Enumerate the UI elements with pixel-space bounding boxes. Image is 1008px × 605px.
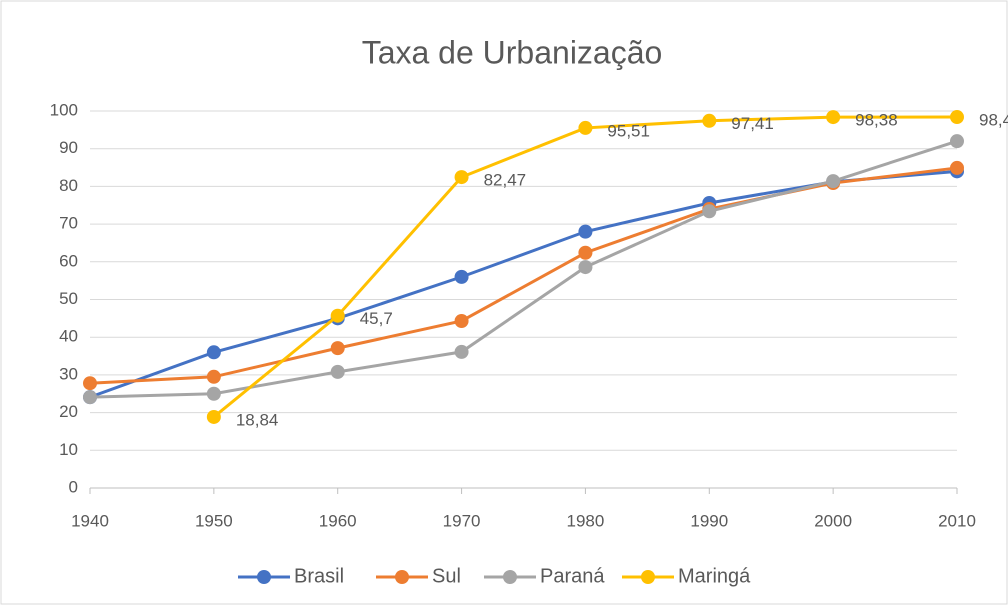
legend-label: Sul [432, 565, 461, 587]
point [578, 120, 593, 135]
x-tick-label: 1940 [71, 511, 109, 530]
point [454, 313, 469, 328]
data-label: 18,84 [236, 410, 279, 429]
point [578, 224, 593, 239]
series-line [89, 139, 958, 399]
point [950, 110, 964, 125]
point [206, 345, 221, 360]
data-label: 98,38 [855, 111, 898, 130]
y-tick-label: 10 [59, 440, 78, 459]
point [83, 376, 97, 391]
y-tick-label: 20 [59, 402, 78, 421]
y-tick-label: 50 [59, 289, 78, 308]
point [206, 369, 221, 384]
point [578, 245, 593, 260]
x-tick-label: 1970 [443, 511, 481, 530]
y-tick-label: 40 [59, 327, 78, 346]
legend-marker [503, 570, 517, 584]
point [454, 269, 469, 284]
point [950, 134, 964, 149]
data-label: 45,7 [360, 309, 393, 328]
data-label: 82,47 [484, 171, 527, 190]
y-tick-label: 30 [59, 364, 78, 383]
legend-item: Brasil [238, 565, 344, 587]
x-tick-label: 2000 [814, 511, 852, 530]
legend-item: Maringá [622, 565, 751, 587]
y-tick-label: 70 [59, 214, 78, 233]
x-tick-label: 1980 [567, 511, 605, 530]
legend-label: Maringá [678, 565, 751, 587]
chart-title: Taxa de Urbanização [362, 34, 663, 70]
y-tick-label: 0 [69, 477, 78, 496]
y-tick-label: 90 [59, 138, 78, 157]
point [83, 390, 97, 405]
x-tick-label: 2010 [938, 511, 976, 530]
point [826, 174, 841, 189]
data-label: 97,41 [731, 114, 774, 133]
point [206, 409, 221, 424]
legend-marker [257, 570, 271, 584]
point [454, 344, 469, 359]
point [330, 341, 345, 356]
x-tick-label: 1990 [690, 511, 728, 530]
point [330, 364, 345, 379]
legend-marker [395, 570, 409, 584]
data-label: 95,51 [607, 121, 650, 140]
point [206, 386, 221, 401]
point [702, 204, 717, 219]
y-tick-label: 60 [59, 251, 78, 270]
legend-item: Paraná [484, 565, 605, 587]
point [454, 170, 469, 185]
x-tick-label: 1960 [319, 511, 357, 530]
legend-label: Paraná [540, 565, 605, 587]
point [578, 260, 593, 275]
data-label: 98,4 [979, 111, 1008, 130]
point [330, 308, 345, 323]
legend-marker [641, 570, 655, 584]
y-tick-label: 80 [59, 176, 78, 195]
y-tick-label: 100 [50, 100, 78, 119]
point [826, 110, 841, 125]
legend-item: Sul [376, 565, 461, 587]
point [702, 113, 717, 128]
x-tick-label: 1950 [195, 511, 233, 530]
legend-label: Brasil [294, 565, 344, 587]
point [950, 160, 964, 175]
